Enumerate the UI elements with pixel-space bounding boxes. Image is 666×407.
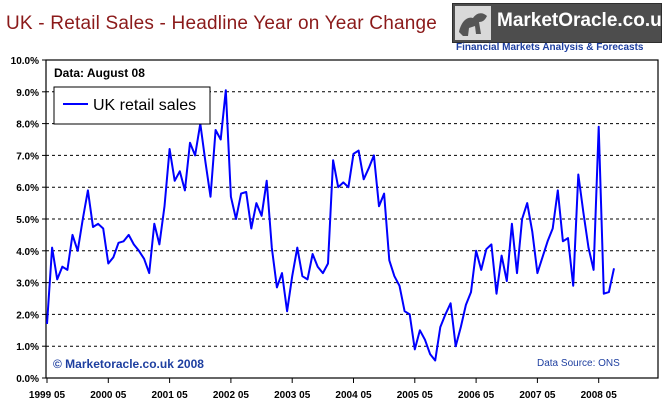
- data-source-text: Data Source: ONS: [537, 358, 620, 369]
- page-title: UK - Retail Sales - Headline Year on Yea…: [6, 13, 438, 34]
- site-logo[interactable]: MarketOracle.co.uk Financial Markets Ana…: [452, 3, 666, 53]
- y-tick-label: 8.0%: [16, 120, 39, 131]
- bull-bear-icon: [455, 6, 491, 40]
- y-tick-label: 9.0%: [16, 88, 39, 99]
- series-layer: [46, 89, 615, 362]
- series-line: [46, 89, 615, 362]
- x-tick-label: 2001 05: [152, 390, 189, 401]
- y-tick-label: 4.0%: [16, 247, 39, 258]
- x-tick-label: 2002 05: [213, 390, 250, 401]
- y-axis: 0.0% 1.0% 2.0% 3.0% 4.0% 5.0% 6.0% 7.0% 8.0% 9.0%…: [11, 56, 46, 385]
- logo-tagline: Financial Markets Analysis & Forecasts: [456, 42, 644, 53]
- copyright-text: © Marketoracle.co.uk 2008: [53, 357, 204, 371]
- x-tick-label: 2006 05: [458, 390, 495, 401]
- legend: UK retail sales: [53, 86, 211, 125]
- x-tick-label: 2008 05: [581, 390, 618, 401]
- legend-label: UK retail sales: [93, 97, 196, 114]
- legend-box: [53, 86, 211, 125]
- x-tick-label: 2005 05: [397, 390, 434, 401]
- x-tick-label: 2003 05: [274, 390, 311, 401]
- grid-lines: [46, 91, 658, 347]
- logo-name: MarketOracle.co.uk: [497, 10, 666, 31]
- y-tick-label: 2.0%: [16, 310, 39, 321]
- y-tick-label: 10.0%: [11, 56, 39, 67]
- x-tick-label: 1999 05: [29, 390, 66, 401]
- x-tick-label: 2007 05: [519, 390, 556, 401]
- y-tick-label: 0.0%: [16, 374, 39, 385]
- y-tick-label: 3.0%: [16, 279, 39, 290]
- x-axis: 1999 05 2000 05 2001 05 2002 05 2003 05 2004 …: [29, 378, 617, 401]
- y-tick-label: 1.0%: [16, 342, 39, 353]
- data-date-label: Data: August 08: [54, 66, 145, 80]
- y-tick-label: 5.0%: [16, 215, 39, 226]
- logo-banner: MarketOracle.co.uk: [452, 3, 666, 43]
- x-tick-label: 2004 05: [335, 390, 372, 401]
- y-tick-label: 6.0%: [16, 183, 39, 194]
- y-tick-label: 7.0%: [16, 151, 39, 162]
- x-tick-label: 2000 05: [90, 390, 127, 401]
